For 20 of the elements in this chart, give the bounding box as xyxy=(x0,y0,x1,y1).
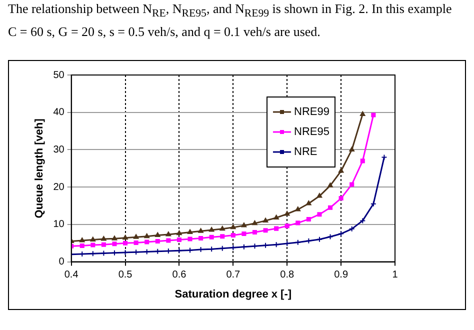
y-tick-label: 10 xyxy=(53,219,65,230)
y-tick-label: 0 xyxy=(58,256,65,268)
y-axis-title: Queue length [veh] xyxy=(34,118,46,218)
x-tick-label: 0.9 xyxy=(334,270,348,281)
legend-label: NRE xyxy=(294,146,318,158)
x-tick-label: 0.5 xyxy=(118,270,133,281)
text: C = 60 s, G = 20 s, s = 0.5 veh/s, and q = 0.1 veh/s are used. xyxy=(8,22,322,40)
x-tick-label: 0.6 xyxy=(172,270,187,281)
legend-label: NRE99 xyxy=(294,106,330,118)
y-tick-label: 40 xyxy=(53,107,65,118)
x-tick-label: 0.4 xyxy=(64,270,79,281)
legend-label: NRE95 xyxy=(294,126,330,138)
x-tick-label: 0.8 xyxy=(280,270,294,281)
y-tick-label: 20 xyxy=(53,182,65,193)
y-tick-label: 30 xyxy=(53,144,65,156)
text: The relationship between N$_{RE}$, N$_{RE95}$, and N$_{RE99}$ is shown in Fig. 2. In this example xyxy=(8,0,453,22)
y-tick-label: 50 xyxy=(53,70,65,81)
x-tick-label: 0.7 xyxy=(226,270,241,281)
x-tick-label: 1 xyxy=(392,270,398,281)
x-axis-title: Saturation degree x [-] xyxy=(174,288,292,300)
